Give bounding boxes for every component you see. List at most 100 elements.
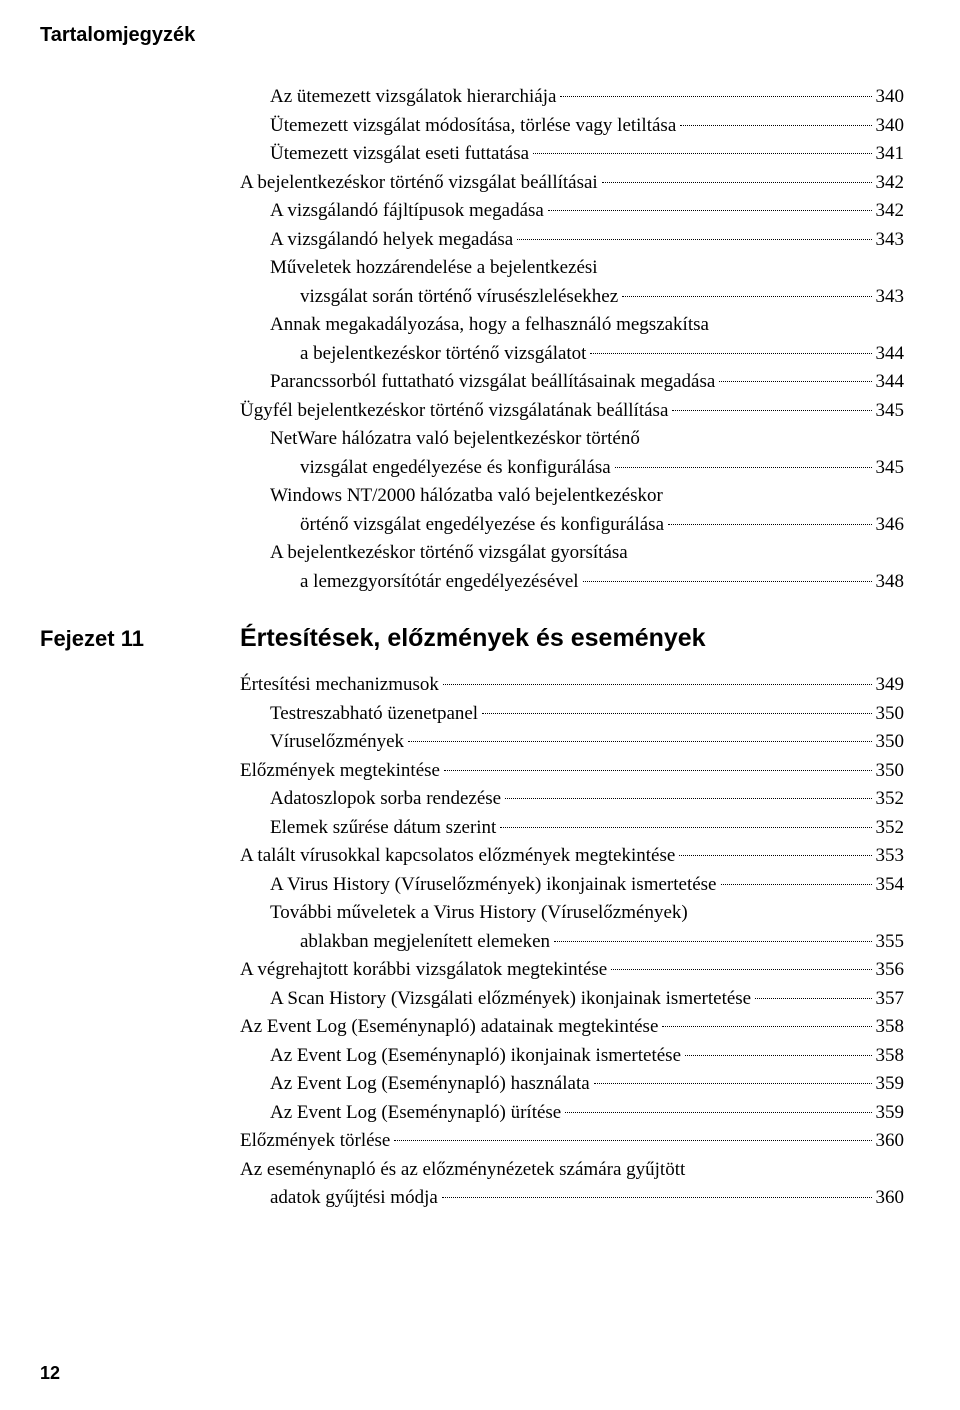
toc-entry: Az ütemezett vizsgálatok hierarchiája 34… [240, 83, 904, 112]
toc-entry-text: Ügyfél bejelentkezéskor történő vizsgála… [240, 397, 668, 426]
toc-entry-text: A talált vírusokkal kapcsolatos előzmény… [240, 842, 675, 871]
toc-entry-page: 345 [876, 397, 905, 426]
toc-entry-page: 357 [876, 985, 905, 1014]
chapter-title: Értesítések, előzmények és események [240, 624, 706, 653]
toc-entry-page: 350 [876, 757, 905, 786]
toc-entry-page: 340 [876, 112, 905, 141]
toc-entry: Windows NT/2000 hálózatba való bejelentk… [240, 482, 904, 539]
toc-entry-text: Windows NT/2000 hálózatba való bejelentk… [270, 482, 904, 511]
toc-leader [611, 969, 871, 970]
toc-entry: Annak megakadályozása, hogy a felhasznál… [240, 311, 904, 368]
toc-entry: Testreszabható üzenetpanel 350 [240, 700, 904, 729]
toc-leader [442, 1197, 872, 1198]
toc-entry-text: Testreszabható üzenetpanel [270, 700, 478, 729]
toc-entry-page: 352 [876, 785, 905, 814]
toc-entry-text: A Virus History (Víruselőzmények) ikonja… [270, 871, 717, 900]
toc-section-2: Értesítési mechanizmusok 349Testreszabha… [240, 671, 904, 1213]
chapter-label: Fejezet 11 [40, 626, 240, 652]
toc-entry-text: vizsgálat során történő vírusészlelésekh… [270, 283, 618, 312]
toc-entry-text: A vizsgálandó fájltípusok megadása [270, 197, 544, 226]
toc-entry-page: 359 [876, 1099, 905, 1128]
toc-entry-text: Értesítési mechanizmusok [240, 671, 439, 700]
toc-entry-text: A bejelentkezéskor történő vizsgálat beá… [240, 169, 598, 198]
toc-leader [721, 884, 872, 885]
toc-entry-page: 344 [876, 340, 905, 369]
toc-entry-page: 358 [876, 1042, 905, 1071]
toc-leader [482, 713, 871, 714]
toc-entry-text: Az Event Log (Eseménynapló) ikonjainak i… [270, 1042, 681, 1071]
toc-entry: A vizsgálandó fájltípusok megadása 342 [240, 197, 904, 226]
toc-leader [602, 182, 872, 183]
toc-leader [685, 1055, 871, 1056]
toc-leader [394, 1140, 871, 1141]
toc-leader [583, 581, 872, 582]
toc-entry-page: 360 [876, 1184, 905, 1213]
toc-entry-page: 342 [876, 169, 905, 198]
toc-entry-text: A végrehajtott korábbi vizsgálatok megte… [240, 956, 607, 985]
toc-entry-page: 350 [876, 700, 905, 729]
toc-entry: Az eseménynapló és az előzménynézetek sz… [240, 1156, 904, 1213]
toc-entry-text: vizsgálat engedélyezése és konfigurálása [270, 454, 611, 483]
toc-entry-page: 344 [876, 368, 905, 397]
toc-entry-text: Annak megakadályozása, hogy a felhasznál… [270, 311, 904, 340]
toc-leader [548, 210, 872, 211]
toc-entry-text: a bejelentkezéskor történő vizsgálatot [270, 340, 586, 369]
toc-entry-text: További műveletek a Virus History (Vírus… [270, 899, 904, 928]
toc-leader [594, 1083, 872, 1084]
toc-entry: A bejelentkezéskor történő vizsgálat gyo… [240, 539, 904, 596]
toc-entry-text: Az Event Log (Eseménynapló) használata [270, 1070, 590, 1099]
toc-entry-page: 349 [876, 671, 905, 700]
toc-entry: Az Event Log (Eseménynapló) ürítése 359 [240, 1099, 904, 1128]
page-number: 12 [40, 1363, 60, 1384]
toc-entry-page: 353 [876, 842, 905, 871]
toc-entry: Víruselőzmények 350 [240, 728, 904, 757]
toc-leader [615, 467, 872, 468]
toc-leader [590, 353, 871, 354]
toc-entry-page: 352 [876, 814, 905, 843]
toc-entry-text: Műveletek hozzárendelése a bejelentkezés… [270, 254, 904, 283]
toc-entry: További műveletek a Virus History (Vírus… [240, 899, 904, 956]
toc-entry: Előzmények megtekintése 350 [240, 757, 904, 786]
toc-entry: Előzmények törlése 360 [240, 1127, 904, 1156]
page-header: Tartalomjegyzék [40, 24, 904, 47]
toc-entry-text: NetWare hálózatra való bejelentkezéskor … [270, 425, 904, 454]
toc-entry-page: 354 [876, 871, 905, 900]
toc-entry: NetWare hálózatra való bejelentkezéskor … [240, 425, 904, 482]
toc-leader [500, 827, 871, 828]
toc-entry-text: Az eseménynapló és az előzménynézetek sz… [240, 1156, 904, 1185]
toc-entry-page: 356 [876, 956, 905, 985]
toc-leader [719, 381, 871, 382]
toc-entry-text: Elemek szűrése dátum szerint [270, 814, 496, 843]
toc-entry: Az Event Log (Eseménynapló) ikonjainak i… [240, 1042, 904, 1071]
toc-entry: A talált vírusokkal kapcsolatos előzmény… [240, 842, 904, 871]
toc-entry-text: Adatoszlopok sorba rendezése [270, 785, 501, 814]
toc-entry: A Scan History (Vizsgálati előzmények) i… [240, 985, 904, 1014]
toc-entry-page: 355 [876, 928, 905, 957]
toc-entry-page: 348 [876, 568, 905, 597]
toc-entry-text: adatok gyűjtési módja [240, 1184, 438, 1213]
toc-entry-page: 360 [876, 1127, 905, 1156]
toc-entry-page: 343 [876, 283, 905, 312]
toc-entry-page: 345 [876, 454, 905, 483]
toc-entry-page: 358 [876, 1013, 905, 1042]
toc-entry: Adatoszlopok sorba rendezése 352 [240, 785, 904, 814]
toc-entry: A végrehajtott korábbi vizsgálatok megte… [240, 956, 904, 985]
toc-entry: Ütemezett vizsgálat eseti futtatása 341 [240, 140, 904, 169]
toc-entry: Parancssorból futtatható vizsgálat beáll… [240, 368, 904, 397]
toc-leader [668, 524, 871, 525]
toc-leader [672, 410, 871, 411]
toc-entry-text: A bejelentkezéskor történő vizsgálat gyo… [270, 539, 904, 568]
toc-entry: A vizsgálandó helyek megadása 343 [240, 226, 904, 255]
toc-entry-page: 341 [876, 140, 905, 169]
toc-entry-page: 359 [876, 1070, 905, 1099]
toc-leader [679, 855, 871, 856]
toc-leader [533, 153, 871, 154]
toc-leader [565, 1112, 871, 1113]
toc-entry-text: Ütemezett vizsgálat eseti futtatása [270, 140, 529, 169]
toc-entry: Ügyfél bejelentkezéskor történő vizsgála… [240, 397, 904, 426]
toc-leader [505, 798, 871, 799]
toc-leader [408, 741, 871, 742]
toc-entry-text: Az ütemezett vizsgálatok hierarchiája [270, 83, 556, 112]
toc-leader [517, 239, 871, 240]
toc-leader [622, 296, 871, 297]
